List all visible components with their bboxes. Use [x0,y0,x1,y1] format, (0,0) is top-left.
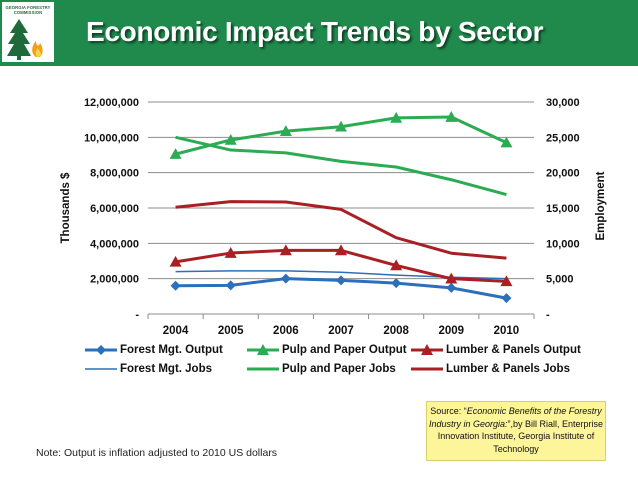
y-tick-label: 8,000,000 [90,168,139,180]
legend-swatch [411,367,443,371]
legend-label: Lumber & Panels Jobs [446,363,570,375]
y2-axis-title: Employment [595,171,607,240]
data-point [390,259,403,271]
source-title: Economic Benefits of the Forestry Indust… [428,406,602,429]
legend-label: Pulp and Paper Jobs [282,363,396,375]
data-point [225,280,236,291]
data-point [169,148,182,159]
legend-swatch [85,345,117,355]
data-point [169,255,182,267]
legend-label: Lumber & Panels Output [446,344,581,356]
data-point [280,273,291,284]
y2-tick-label: 5,000 [546,274,574,286]
y2-tick-label: - [546,309,550,321]
data-point [279,125,292,136]
data-point [224,133,237,145]
y-tick-label: 12,000,000 [84,97,139,109]
header-bar [0,0,638,66]
legend-item: Pulp and Paper Output [246,343,407,357]
data-point [279,244,292,256]
y2-tick-label: 15,000 [546,203,580,215]
legend-label: Pulp and Paper Output [282,344,407,356]
legend-swatch [247,367,279,371]
data-point [445,272,458,284]
line-chart: - - 2,000,000 5,000 4,000,000 10,000 6,000,000… [60,97,607,337]
x-tick-label: 2008 [383,325,409,337]
y-tick-label: 6,000,000 [90,203,139,215]
x-tick-label: 2004 [163,325,189,337]
logo-text: GEORGIA FORESTRY COMMISSION [2,5,54,15]
logo-text-line-1: GEORGIA FORESTRY [5,5,51,10]
data-point [500,136,513,148]
legend-item: Lumber & Panels Jobs [410,362,570,376]
x-tick-label: 2006 [273,325,299,337]
data-point [224,247,237,258]
y2-tick-label: 30,000 [546,97,580,109]
data-point [390,111,403,123]
y-tick-label: 10,000,000 [84,132,139,144]
data-point [336,275,346,286]
data-point [391,278,402,289]
x-tick-label: 2010 [494,325,520,337]
y2-tick-label: 10,000 [546,238,580,250]
source-citation: Source: “Economic Benefits of the Forest… [426,401,606,461]
y-tick-label: 2,000,000 [90,274,139,286]
y-axis-title: Thousands $ [60,172,72,244]
x-tick-label: 2009 [438,325,464,337]
legend-swatch [247,344,279,355]
logo: GEORGIA FORESTRY COMMISSION [2,2,54,62]
footnote: Note: Output is inflation adjusted to 20… [36,447,278,459]
x-tick-label: 2007 [328,325,354,337]
legend-item: Lumber & Panels Output [410,343,581,357]
data-point [170,280,181,291]
y2-tick-label: 20,000 [546,168,580,180]
source-prefix: Source: “ [430,406,467,416]
legend-label: Forest Mgt. Jobs [120,363,213,375]
series-line-4 [175,135,507,197]
data-point [446,282,457,293]
y-tick-label: - [135,309,139,321]
legend-item: Forest Mgt. Output [84,343,223,357]
data-point [335,120,347,132]
data-point [501,293,512,304]
logo-text-line-2: COMMISSION [13,10,43,15]
x-tick-label: 2005 [218,325,244,337]
y-tick-label: 4,000,000 [90,238,139,250]
legend-label: Forest Mgt. Output [120,344,223,356]
pine-tree-flame-icon [7,19,43,60]
legend-swatch [85,368,117,370]
y2-tick-label: 25,000 [546,132,580,144]
data-point [500,275,513,287]
source-suffix: ”,by Bill Riall, Enterprise Innovation I… [437,418,604,454]
data-point [335,244,347,256]
legend-item: Forest Mgt. Jobs [84,362,212,376]
page-title: Economic Impact Trends by Sector [86,16,544,47]
data-point [445,111,458,122]
legend-item: Pulp and Paper Jobs [246,362,396,376]
series-line-5 [175,200,507,260]
legend-swatch [411,344,443,355]
